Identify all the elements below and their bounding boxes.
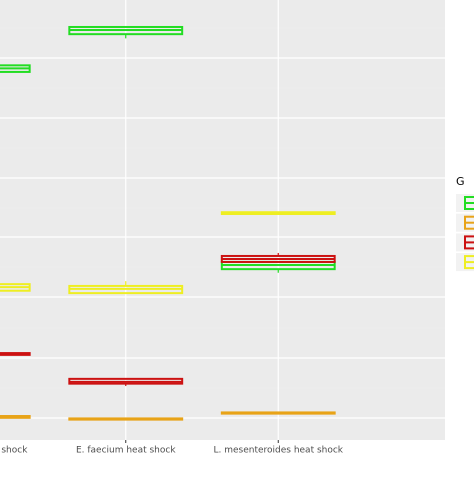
x-tick-label: E. faecium heat shock [76,446,176,456]
x-tick-label: L. mesenteroides heat shock [213,446,343,456]
plot-panel [0,0,445,440]
legend-title: G [456,175,465,188]
x-tick-label: C. divergens heat shock [0,446,28,456]
grid [0,27,445,419]
